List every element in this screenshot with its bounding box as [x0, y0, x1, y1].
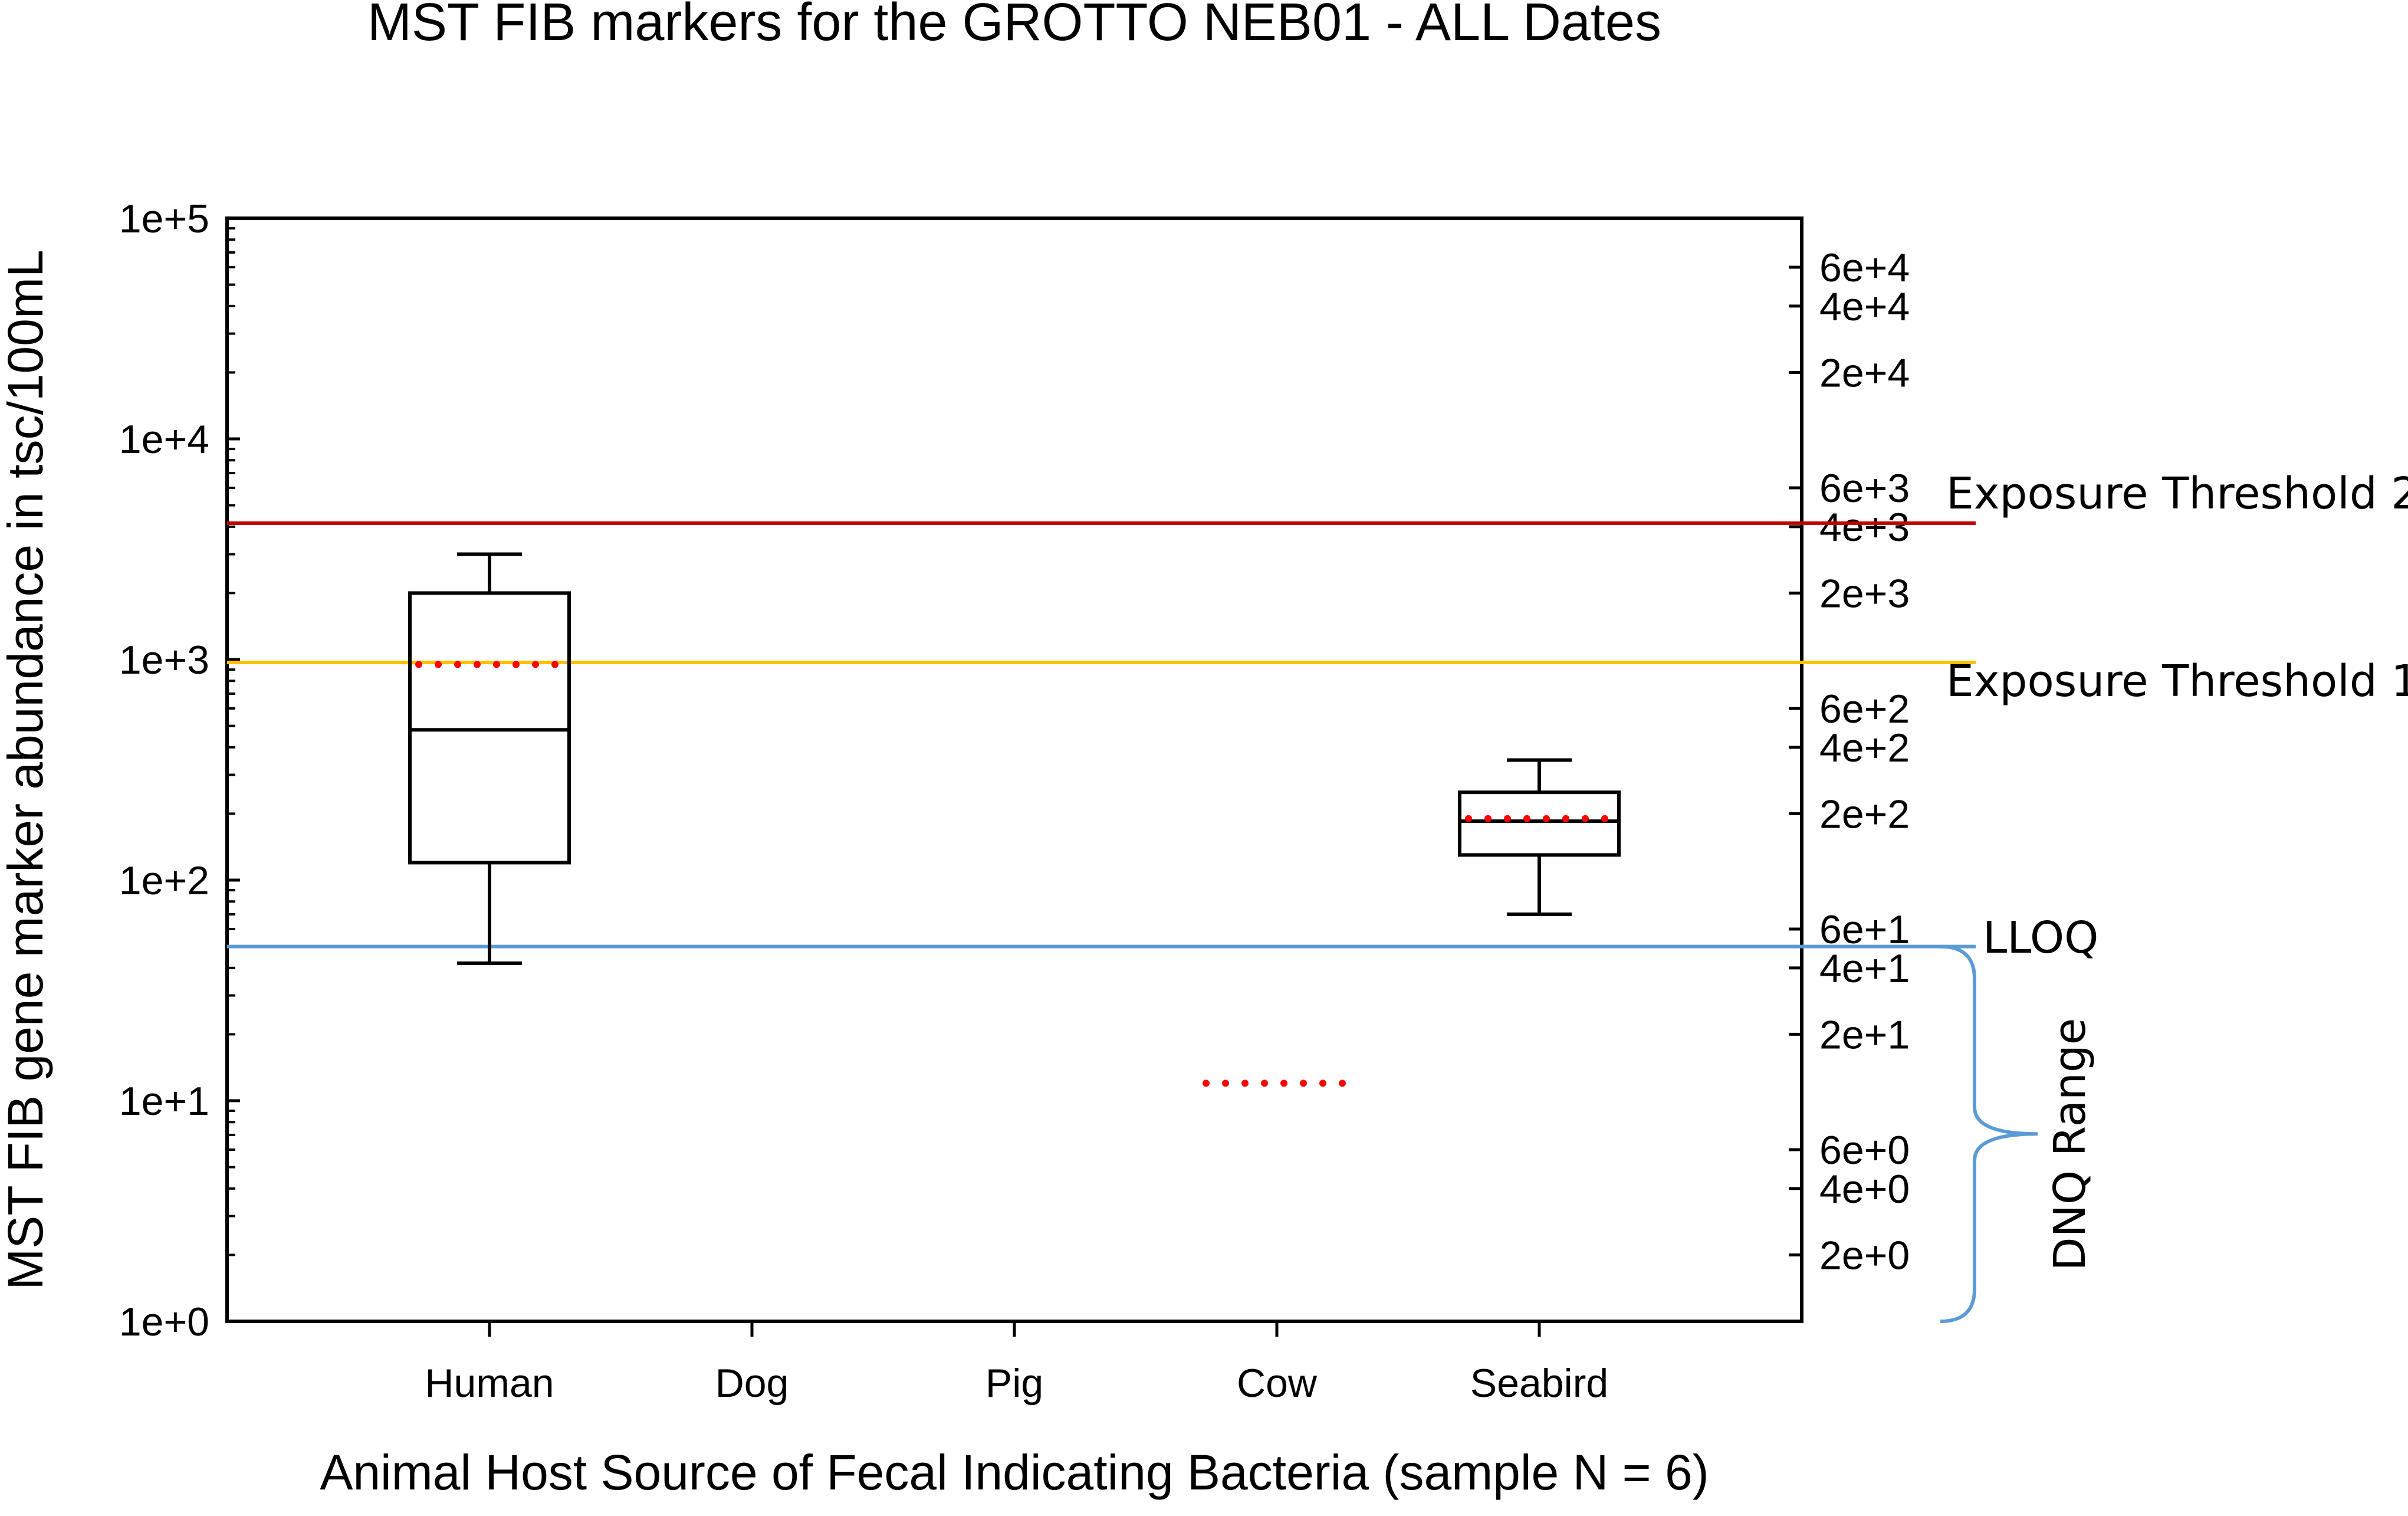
right-tick-label: 6e+0	[1819, 1128, 1910, 1173]
y-axis-label: MST FIB gene marker abundance in tsc/100…	[0, 250, 53, 1289]
left-tick-label: 1e+0	[119, 1300, 209, 1344]
box	[1458, 790, 1621, 857]
right-tick-label: 4e+3	[1819, 505, 1910, 550]
right-tick-label: 2e+1	[1819, 1012, 1910, 1057]
plot-frame	[225, 216, 1803, 1323]
right-tick-label: 4e+0	[1819, 1167, 1910, 1212]
left-tick-label: 1e+3	[119, 638, 209, 682]
right-tick-label: 6e+4	[1819, 245, 1910, 290]
right-tick-label: 2e+4	[1819, 350, 1910, 395]
right-tick-label: 4e+1	[1819, 946, 1910, 991]
right-tick-label: 4e+4	[1819, 284, 1910, 329]
box	[408, 591, 571, 865]
lloq-label: LLOQ	[1983, 913, 2098, 963]
left-tick-label: 1e+2	[119, 858, 209, 903]
box-plots	[408, 552, 1621, 1087]
left-tick-label: 1e+4	[119, 417, 209, 462]
left-tick-label: 1e+1	[119, 1079, 209, 1124]
threshold-1-label: Exposure Threshold 1	[1946, 656, 2408, 707]
dnq-range-brace	[1940, 944, 2038, 1323]
right-tick-label: 2e+3	[1819, 571, 1910, 616]
left-tick-label: 1e+5	[119, 196, 209, 241]
x-tick-label: Human	[425, 1361, 554, 1406]
right-tick-label: 4e+2	[1819, 726, 1910, 770]
x-axis-label: Animal Host Source of Fecal Indicating B…	[320, 1445, 1709, 1500]
right-tick-label: 6e+3	[1819, 466, 1910, 511]
x-tick-label: Dog	[715, 1361, 789, 1406]
right-tick-label: 2e+0	[1819, 1233, 1910, 1278]
right-tick-label: 6e+1	[1819, 907, 1910, 952]
right-axis-ticks: 2e+0 4e+06e+0 2e+1 4e+16e+1 2e+2 4e+26e+2 2e+3…	[1789, 245, 1910, 1278]
x-axis-ticks: Human Dog Pig Cow Seabird	[425, 1321, 1608, 1406]
threshold-2-label: Exposure Threshold 2	[1946, 468, 2408, 519]
x-tick-label: Cow	[1237, 1361, 1318, 1406]
x-tick-label: Pig	[985, 1361, 1043, 1406]
right-tick-label: 2e+2	[1819, 792, 1910, 836]
right-tick-label: 6e+2	[1819, 687, 1910, 731]
chart-title: MST FIB markers for the GROTTO NEB01 - A…	[367, 0, 1661, 52]
x-tick-label: Seabird	[1470, 1361, 1608, 1406]
dnq-range-label: DNQ Range	[2045, 1018, 2095, 1271]
left-axis-ticks: 1e+0 1e+1 1e+2 1e+3 1e+4 1e+5	[119, 196, 240, 1344]
